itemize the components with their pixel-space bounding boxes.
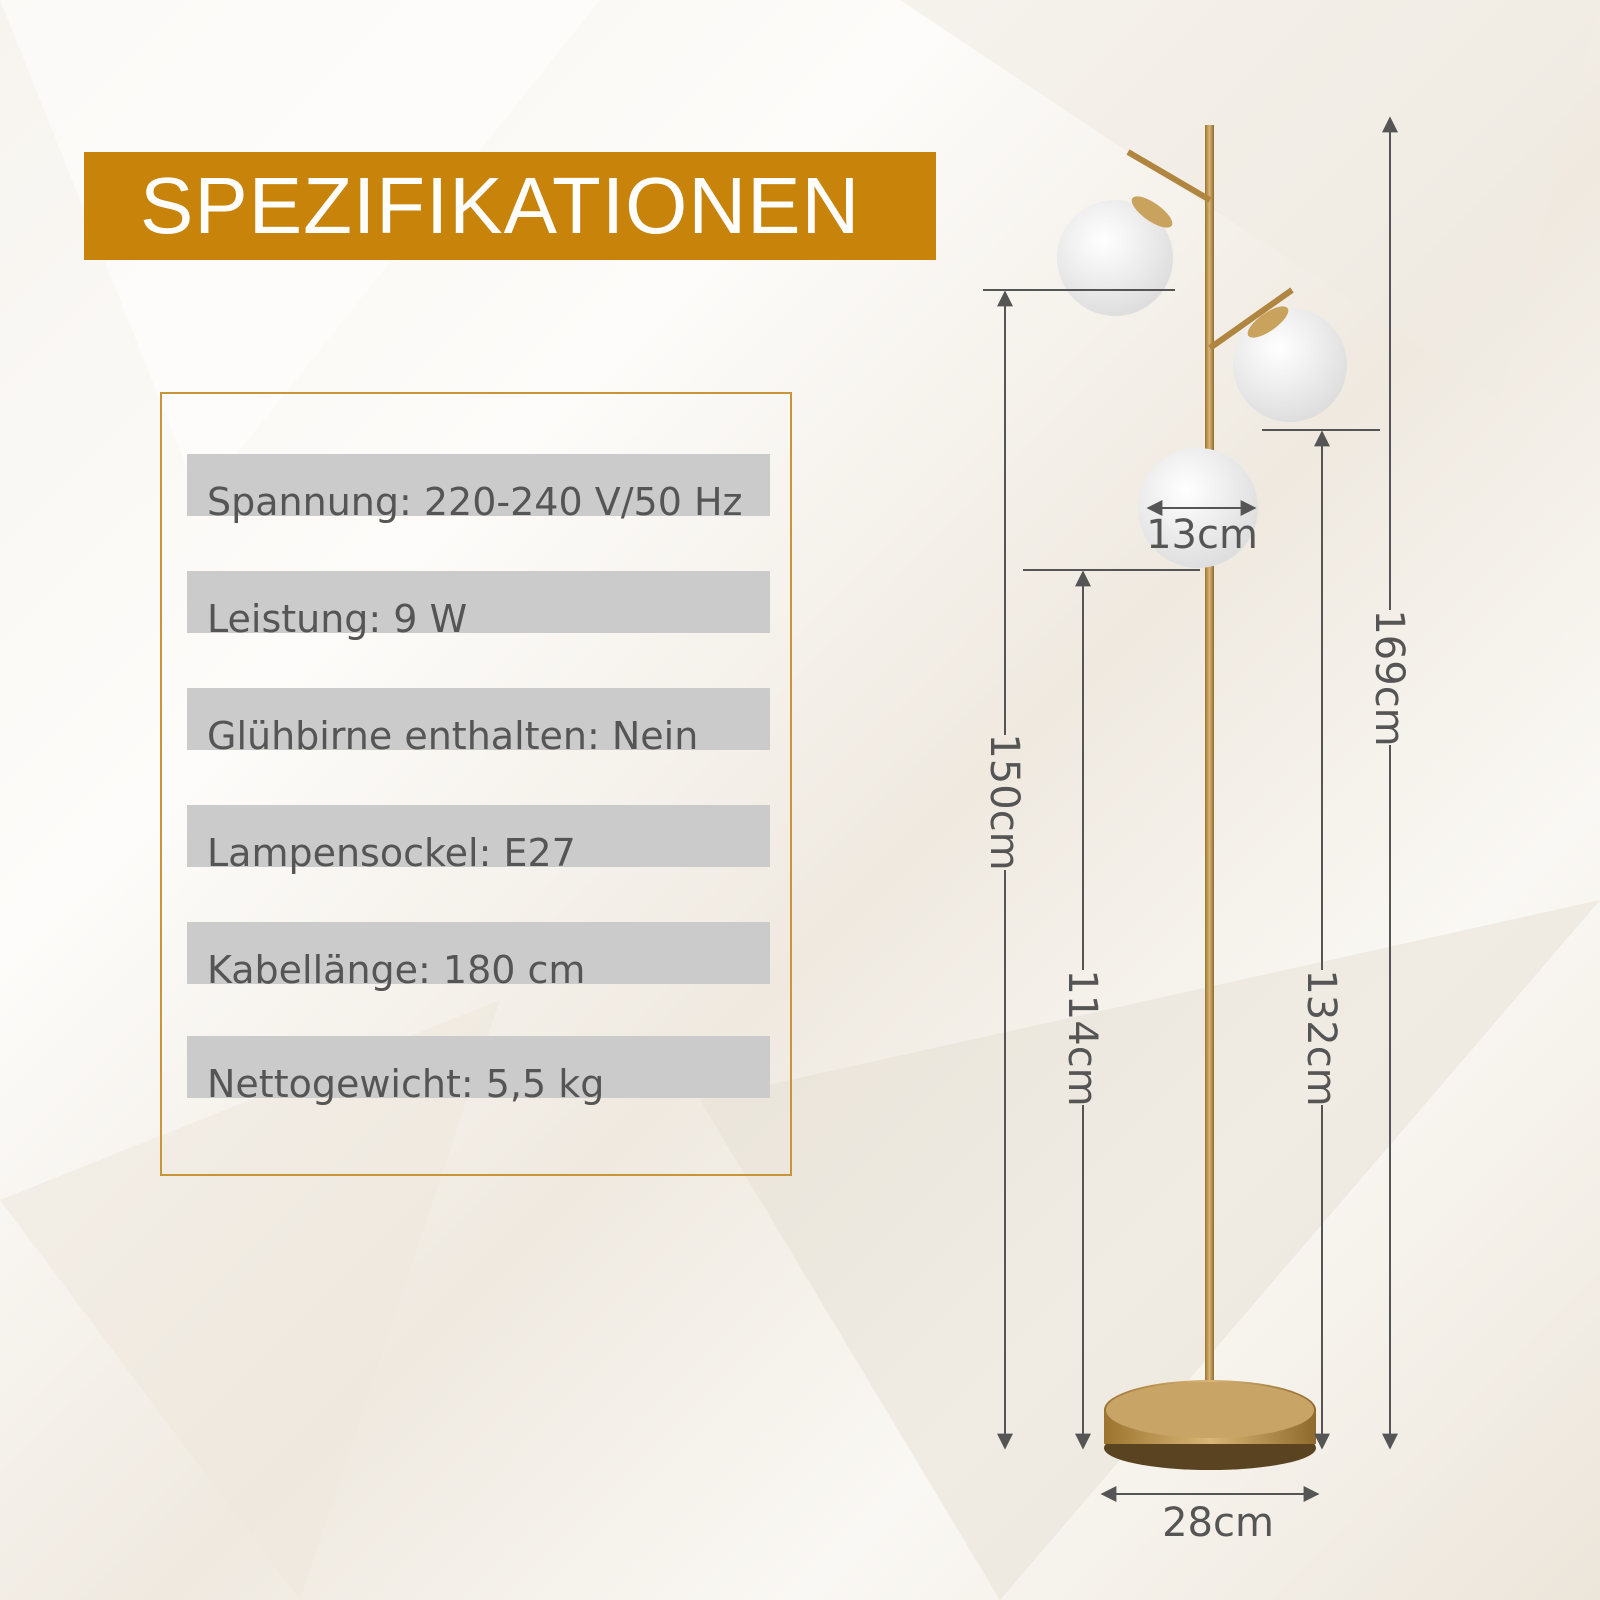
spec-cable: Kabellänge: 180 cm [207, 948, 586, 992]
height-114-label: 114cm [1059, 969, 1105, 1106]
base-diameter-label: 28cm [1162, 1500, 1274, 1546]
spec-bulb: Glühbirne enthalten: Nein [207, 714, 699, 758]
spec-row: Lampensockel: E27 [187, 805, 770, 875]
globe-diameter-label: 13cm [1146, 512, 1258, 558]
height-169-label: 169cm [1366, 609, 1412, 746]
spec-row: Glühbirne enthalten: Nein [187, 688, 770, 758]
lamp [1057, 125, 1347, 1470]
page-title: SPEZIFIKATIONEN [140, 161, 861, 250]
spec-row: Kabellänge: 180 cm [187, 922, 770, 992]
dimension-lines [983, 116, 1398, 1502]
spec-row: Spannung: 220-240 V/50 Hz [187, 454, 770, 524]
spec-weight: Nettogewicht: 5,5 kg [207, 1062, 605, 1106]
spec-voltage: Spannung: 220-240 V/50 Hz [207, 480, 743, 524]
spec-row: Nettogewicht: 5,5 kg [187, 1036, 770, 1106]
spec-box [160, 392, 792, 1176]
title-banner: SPEZIFIKATIONEN [84, 152, 936, 260]
spec-power: Leistung: 9 W [207, 597, 468, 641]
spec-socket: Lampensockel: E27 [207, 831, 576, 875]
spec-row: Leistung: 9 W [187, 571, 770, 641]
height-132-label: 132cm [1298, 969, 1344, 1106]
height-150-label: 150cm [981, 733, 1027, 870]
